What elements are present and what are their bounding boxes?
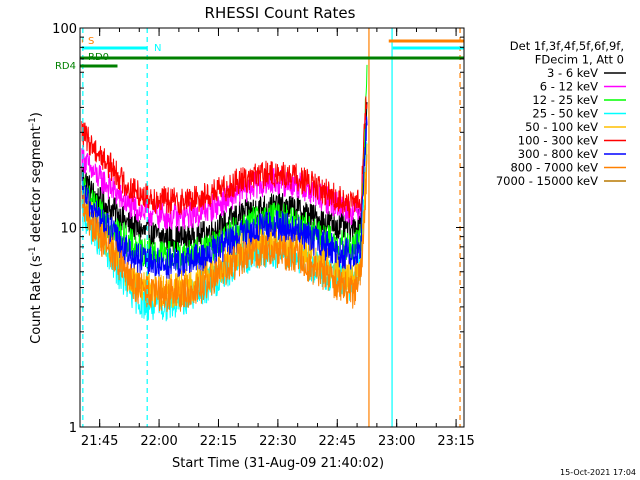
y-tick-label: 1 [69, 421, 77, 436]
legend-entry-label: 7000 - 15000 keV [496, 174, 598, 188]
x-tick-label: 22:45 [319, 434, 356, 449]
legend-header: Det 1f,3f,4f,5f,6f,9f, [510, 39, 624, 53]
series-line [81, 102, 368, 253]
x-tick-label: 22:30 [259, 434, 296, 449]
series-line [81, 96, 368, 219]
chart-title: RHESSI Count Rates [205, 4, 356, 22]
generation-timestamp: 15-Oct-2021 17:04 [560, 468, 636, 477]
x-tick-label: 21:45 [81, 434, 118, 449]
y-tick-label: 100 [52, 22, 77, 37]
flag-label: S [88, 36, 94, 47]
legend-entry-label: 12 - 25 keV [532, 93, 598, 107]
legend-header: FDecim 1, Att 0 [535, 53, 624, 67]
y-tick-label: 10 [60, 222, 77, 237]
legend-entry-label: 3 - 6 keV [547, 66, 598, 80]
series-line [81, 116, 368, 279]
flag-label: RD4 [55, 61, 76, 72]
x-tick-label: 22:00 [140, 434, 177, 449]
legend-entry-label: 800 - 7000 keV [510, 161, 598, 175]
legend-entry-label: 50 - 100 keV [525, 120, 598, 134]
legend-entry-label: 25 - 50 keV [532, 107, 598, 121]
flag-label: N [154, 43, 161, 54]
legend-entry-label: 100 - 300 keV [518, 134, 598, 148]
x-tick-label: 22:15 [200, 434, 237, 449]
flag-label: RD0 [88, 52, 109, 63]
x-tick-label: 23:00 [378, 434, 415, 449]
x-tick-label: 23:15 [437, 434, 474, 449]
series-line [81, 154, 368, 313]
y-axis-label: Count Rate (s-1 detector segment-1) [28, 112, 44, 344]
legend-entry-label: 6 - 12 keV [540, 80, 598, 94]
legend: Det 1f,3f,4f,5f,6f,9f,FDecim 1, Att 03 -… [496, 39, 626, 188]
x-axis-label: Start Time (31-Aug-09 21:40:02) [172, 456, 384, 471]
legend-entry-label: 300 - 800 keV [518, 147, 598, 161]
